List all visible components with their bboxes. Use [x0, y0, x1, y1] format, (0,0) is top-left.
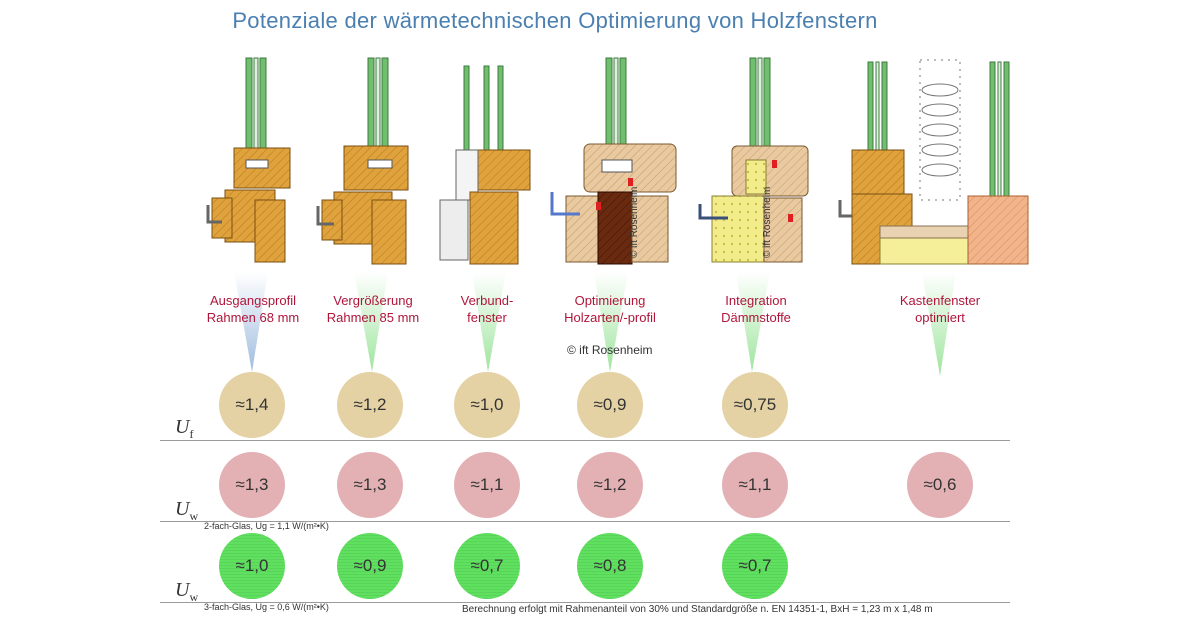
label-line: Ausgangsprofil: [210, 293, 296, 308]
label-line: Dämmstoffe: [721, 310, 791, 325]
label-line: Verbund-: [460, 293, 514, 308]
label-line: Rahmen 68 mm: [206, 310, 300, 325]
profile-kastenfenster: [838, 59, 1029, 265]
uw2-value-circle: ≈1,3: [337, 452, 403, 518]
uw3-value-circle: ≈0,8: [577, 533, 643, 599]
label-verbundfenster: Verbund- fenster: [407, 292, 567, 326]
label-line: Optimierung: [574, 293, 646, 308]
uf-value-circle: ≈0,9: [577, 372, 643, 438]
label-optimierung: Optimierung Holzarten/-profil: [530, 292, 690, 326]
profile-verbundfenster: [439, 65, 531, 265]
uw2-value-circle: ≈1,1: [722, 452, 788, 518]
label-vergroesserung: Vergrößerung Rahmen 85 mm: [293, 292, 453, 326]
uw2-value-circle: ≈0,6: [907, 452, 973, 518]
copyright: © ift Rosenheim: [567, 343, 653, 357]
label-line: Holzarten/-profil: [564, 310, 656, 325]
footnote: Berechnung erfolgt mit Rahmenanteil von …: [462, 604, 933, 615]
note-3fach: 3-fach-Glas, Ug = 0,6 W/(m²•K): [204, 602, 329, 612]
uw3-value-circle: ≈1,0: [219, 533, 285, 599]
profile-optimierung-holzarten: © ift Rosenheim: [550, 57, 677, 265]
uw3-value-circle: ≈0,9: [337, 533, 403, 599]
symbol-uw-2fach: Uw: [175, 498, 199, 523]
label-line: fenster: [467, 310, 507, 325]
symbol-uf: Uf: [175, 416, 194, 441]
label-line: Rahmen 85 mm: [326, 310, 420, 325]
uw3-value-circle: ≈0,7: [722, 533, 788, 599]
label-line: optimiert: [915, 310, 965, 325]
beams: [234, 272, 956, 376]
uw2-value-circle: ≈1,2: [577, 452, 643, 518]
uw2-value-circle: ≈1,1: [454, 452, 520, 518]
label-kastenfenster: Kastenfenster optimiert: [860, 292, 1020, 326]
profile-ausgangsprofil: [206, 57, 291, 263]
profile-integration-daemmstoffe: © ift Rosenheim: [698, 57, 809, 263]
profile-vergroesserung: [316, 57, 409, 265]
uf-value-circle: ≈1,4: [219, 372, 285, 438]
watermark-text: © ift Rosenheim: [629, 187, 640, 258]
label-line: Kastenfenster: [899, 293, 981, 308]
divider-uw2: [160, 521, 1010, 522]
uf-value-circle: ≈1,2: [337, 372, 403, 438]
divider-uw3: [160, 602, 1010, 603]
note-2fach: 2-fach-Glas, Ug = 1,1 W/(m²•K): [204, 521, 329, 531]
watermark-text: © ift Rosenheim: [762, 187, 773, 258]
divider-uf: [160, 440, 1010, 441]
label-ausgangsprofil: Ausgangsprofil Rahmen 68 mm: [173, 292, 333, 326]
uf-value-circle: ≈0,75: [722, 372, 788, 438]
page-title: Potenziale der wärmetechnischen Optimier…: [232, 8, 878, 33]
uw2-value-circle: ≈1,3: [219, 452, 285, 518]
uf-value-circle: ≈1,0: [454, 372, 520, 438]
symbol-uw-3fach: Uw: [175, 579, 199, 604]
label-integration: Integration Dämmstoffe: [676, 292, 836, 326]
label-line: Vergrößerung: [333, 293, 413, 308]
label-line: Integration: [725, 293, 787, 308]
uw3-value-circle: ≈0,7: [454, 533, 520, 599]
